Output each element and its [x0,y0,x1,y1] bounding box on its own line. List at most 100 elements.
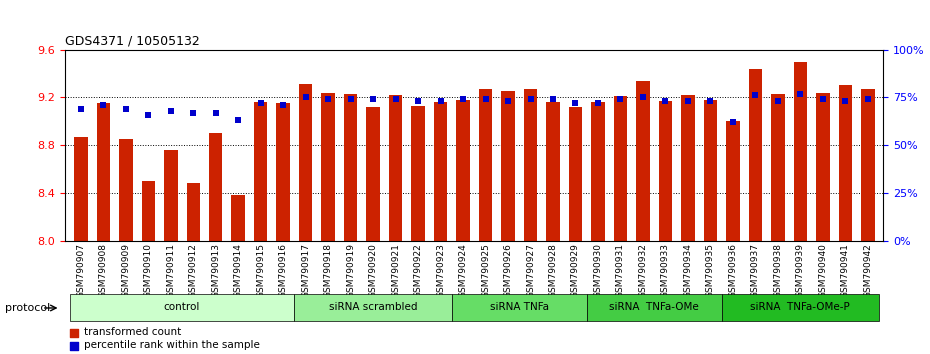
Legend: transformed count, percentile rank within the sample: transformed count, percentile rank withi… [71,327,259,350]
Point [456,96,471,102]
Text: GSM790938: GSM790938 [774,244,782,298]
Point [838,98,853,104]
Point [748,93,763,98]
Point [164,108,179,114]
Point [186,110,201,115]
Bar [344,94,357,241]
Bar [501,91,515,241]
Point [276,102,291,108]
Text: GSM790934: GSM790934 [684,244,693,298]
Text: GSM790932: GSM790932 [638,244,647,298]
Point [658,98,672,104]
Point [321,96,336,102]
Text: siRNA  TNFa-OMe: siRNA TNFa-OMe [609,302,699,312]
Text: GSM790927: GSM790927 [526,244,535,298]
Bar [636,81,650,241]
Text: siRNA TNFa: siRNA TNFa [490,302,549,312]
Text: GSM790933: GSM790933 [661,244,670,298]
Point [299,95,313,100]
Text: GSM790911: GSM790911 [166,244,175,298]
Text: GSM790924: GSM790924 [458,244,468,298]
Text: GSM790942: GSM790942 [863,244,872,298]
Text: GSM790936: GSM790936 [728,244,737,298]
Bar [119,139,133,241]
Point [388,96,403,102]
Point [500,98,515,104]
FancyBboxPatch shape [70,293,295,321]
Point [343,96,358,102]
Text: GSM790941: GSM790941 [841,244,850,298]
Bar [681,95,695,241]
Point [681,98,696,104]
Text: GSM790935: GSM790935 [706,244,715,298]
Text: GSM790922: GSM790922 [414,244,422,298]
Bar [457,100,470,241]
Bar [322,92,335,241]
Text: GSM790920: GSM790920 [368,244,378,298]
Bar [569,107,582,241]
Bar [614,96,627,241]
Text: GSM790915: GSM790915 [256,244,265,298]
Point [73,106,88,112]
Bar [749,69,762,241]
Text: GSM790910: GSM790910 [144,244,153,298]
Bar [839,85,852,241]
Bar [254,102,268,241]
Text: GSM790914: GSM790914 [233,244,243,298]
Text: GSM790939: GSM790939 [796,244,804,298]
Point [253,100,268,106]
Point [703,98,718,104]
FancyBboxPatch shape [295,293,452,321]
Bar [793,62,807,241]
Bar [187,183,200,241]
FancyBboxPatch shape [452,293,587,321]
Bar [771,94,785,241]
FancyBboxPatch shape [587,293,722,321]
Text: GSM790912: GSM790912 [189,244,198,298]
Point [591,100,605,106]
Bar [704,100,717,241]
Point [770,98,785,104]
Point [523,96,538,102]
Text: GSM790916: GSM790916 [279,244,287,298]
Text: GSM790919: GSM790919 [346,244,355,298]
Text: GSM790923: GSM790923 [436,244,445,298]
Point [231,118,246,123]
Bar [591,102,604,241]
Bar [232,195,245,241]
Bar [299,84,312,241]
Bar [546,102,560,241]
Point [96,102,111,108]
Text: GDS4371 / 10505132: GDS4371 / 10505132 [65,34,200,47]
Text: control: control [164,302,200,312]
Text: siRNA scrambled: siRNA scrambled [329,302,418,312]
Point [568,100,583,106]
Text: GSM790907: GSM790907 [76,244,86,298]
Point [816,96,830,102]
Bar [726,121,739,241]
Point [140,112,155,118]
Bar [74,137,87,241]
Point [793,91,808,96]
Text: GSM790926: GSM790926 [503,244,512,298]
Text: GSM790930: GSM790930 [593,244,603,298]
Point [546,96,561,102]
Bar [658,101,672,241]
Bar [97,103,110,241]
Text: GSM790928: GSM790928 [549,244,557,298]
Bar [524,89,538,241]
Text: GSM790931: GSM790931 [616,244,625,298]
Text: GSM790918: GSM790918 [324,244,333,298]
Text: GSM790913: GSM790913 [211,244,220,298]
Text: GSM790909: GSM790909 [121,244,130,298]
Text: GSM790925: GSM790925 [481,244,490,298]
Text: GSM790921: GSM790921 [392,244,400,298]
Point [365,96,380,102]
Text: GSM790929: GSM790929 [571,244,580,298]
Point [433,98,448,104]
Bar [209,133,222,241]
Bar [276,103,290,241]
Bar [433,102,447,241]
Point [208,110,223,115]
Text: siRNA  TNFa-OMe-P: siRNA TNFa-OMe-P [751,302,850,312]
